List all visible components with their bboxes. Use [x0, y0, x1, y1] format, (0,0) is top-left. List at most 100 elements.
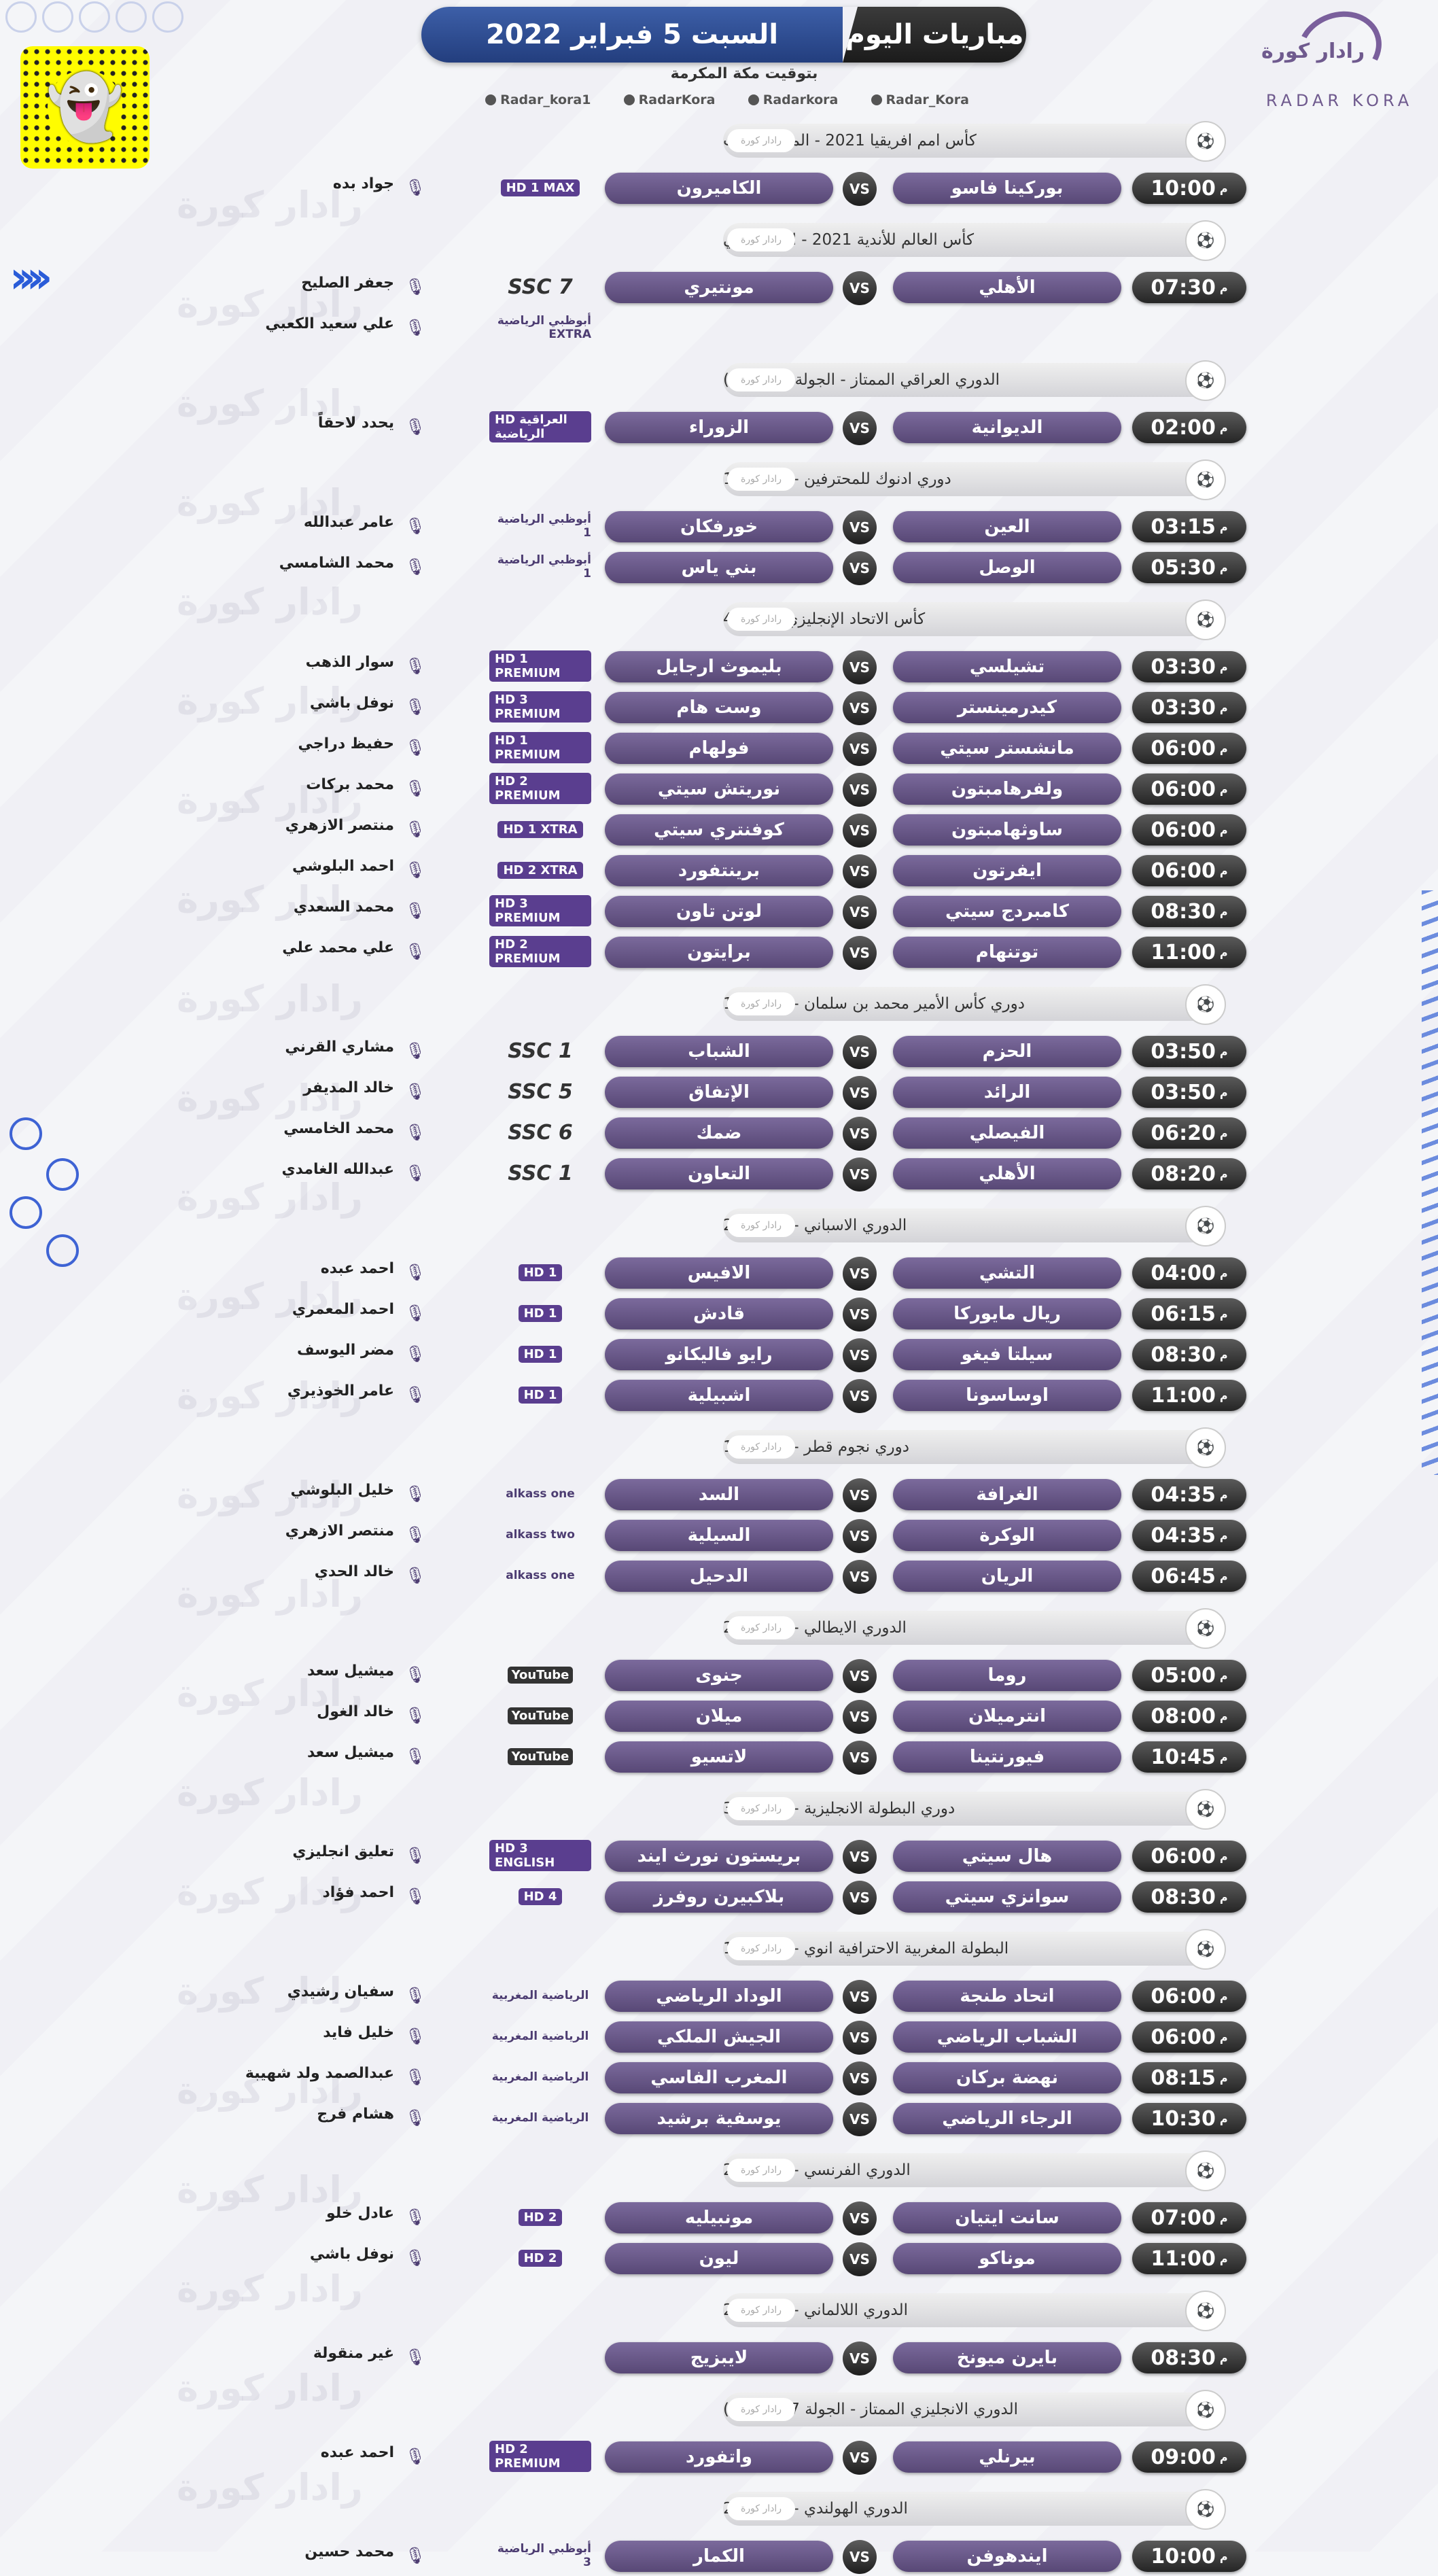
match-row: م 03:50 الحزم VS الشباب SSC 1 🎙 مشاري القرني: [0, 1030, 1438, 1071]
time-suffix: م: [1219, 1750, 1228, 1764]
league-logo-icon: ⚽: [1185, 2489, 1226, 2530]
match-row: م 06:20 الفيصلي VS ضمك SSC 6 🎙 محمد الخامسي: [0, 1112, 1438, 1153]
commentator-name: احمد عبده: [320, 1260, 394, 1277]
tiktok-icon: [623, 94, 635, 105]
match-row: م 04:00 التشي VS الافيس HD 1 🎙 احمد عبده: [0, 1252, 1438, 1293]
away-team: يوسفية برشيد: [605, 2103, 833, 2134]
commentator-name: محمد بركات: [306, 776, 394, 793]
time-value: 03:30: [1151, 655, 1216, 679]
vs-badge: VS: [843, 2102, 877, 2136]
vs-badge: VS: [843, 172, 877, 206]
kickoff-time: م 07:00: [1132, 2202, 1246, 2233]
league-logo-icon: ⚽: [1185, 360, 1226, 401]
instagram-handle[interactable]: Radarkora: [748, 92, 838, 107]
time-value: 03:50: [1151, 1039, 1216, 1064]
kickoff-time: م 04:00: [1132, 1257, 1246, 1289]
kickoff-time: م 03:30: [1132, 692, 1246, 723]
match-row: م 06:00 هال سيتي VS بريستون نورث ايند HD 3 EN…: [0, 1835, 1438, 1876]
commentator-name: احمد البلوشي: [292, 858, 394, 875]
match-row: م 06:00 ايفرتون VS برينتفورد HD 2 XTRA 🎙 احمد ا…: [0, 850, 1438, 890]
timezone-note: بتوقيت مكة المكرمة: [670, 65, 818, 82]
time-suffix: م: [1219, 1126, 1228, 1140]
channel-logo: أبوظبي الرياضية 3: [489, 2542, 591, 2569]
time-value: 10:45: [1151, 1745, 1216, 1769]
microphone-icon: 🎙: [405, 557, 426, 576]
away-team: وست هام: [605, 692, 833, 723]
microphone-icon: 🎙: [405, 820, 426, 839]
microphone-icon: 🎙: [405, 1665, 426, 1684]
commentator-name: غير منقولة: [313, 2345, 394, 2362]
tiktok-handle[interactable]: RadarKora: [623, 92, 716, 107]
microphone-icon: 🎙: [405, 2447, 426, 2466]
kickoff-time: م 11:00: [1132, 1380, 1246, 1411]
home-team: سوانزي سيتي: [893, 1881, 1121, 1913]
twitter-handle[interactable]: Radar_Kora: [871, 92, 969, 107]
microphone-icon: 🎙: [405, 697, 426, 716]
time-suffix: م: [1219, 782, 1228, 796]
commentator-name: خالد الحدي: [314, 1563, 394, 1580]
watermark-text: رادار كورة: [177, 779, 363, 822]
channel-logo: alkass one: [489, 1562, 591, 1589]
time-suffix: م: [1219, 905, 1228, 918]
time-suffix: م: [1219, 660, 1228, 674]
vs-badge: VS: [843, 732, 877, 766]
kickoff-time: م 11:00: [1132, 2243, 1246, 2274]
ssc-channel-logo: SSC 1: [508, 1161, 573, 1185]
match-row: م 11:00 موناكو VS ليون HD 2 🎙 نوفل باشي: [0, 2238, 1438, 2278]
away-team: مونبيليه: [605, 2202, 833, 2233]
instagram-icon: [748, 94, 759, 105]
watermark-text: رادار كورة: [177, 1672, 363, 1715]
telegram-handle[interactable]: Radar_kora1: [485, 92, 591, 107]
commentator-name: تعليق انجليزي: [292, 1843, 394, 1860]
watermark-pill: رادار كورة: [727, 368, 795, 391]
kickoff-time: م 08:30: [1132, 896, 1246, 927]
vs-badge: VS: [843, 895, 877, 929]
kickoff-time: م 06:00: [1132, 1981, 1246, 2012]
vs-badge: VS: [843, 1257, 877, 1291]
match-row: م 10:30 الرجاء الرياضي VS يوسفية برشيد الرياض…: [0, 2098, 1438, 2138]
time-value: 11:00: [1151, 940, 1216, 964]
commentator-name: خالد المديفر: [303, 1079, 394, 1096]
away-team: ضمك: [605, 1117, 833, 1149]
league-logo-icon: ⚽: [1185, 984, 1226, 1025]
kickoff-time: م 03:30: [1132, 651, 1246, 682]
kickoff-time: م 08:30: [1132, 1339, 1246, 1370]
match-row: م 04:35 الغرافة VS السد alkass one 🎙 خليل البلو…: [0, 1474, 1438, 1514]
tv-channel-logo: الرياضية المغربية: [491, 2111, 589, 2125]
time-suffix: م: [1219, 823, 1228, 837]
away-team: بني ياس: [605, 552, 833, 583]
watermark-pill: رادار كورة: [727, 992, 795, 1015]
commentator-name: محمد حسين: [304, 2543, 394, 2560]
channel-logo: HD 2 PREMIUM: [489, 2441, 591, 2472]
home-team: كيدرمينستر: [893, 692, 1121, 723]
tv-channel-logo: أبوظبي الرياضية EXTRA: [497, 314, 591, 341]
match-row: م 07:00 سانت ايتيان VS مونبيليه HD 2 🎙 عادل خلو: [0, 2197, 1438, 2238]
vs-badge: VS: [843, 271, 877, 305]
watermark-pill: رادار كورة: [727, 608, 795, 631]
vs-badge: VS: [843, 1840, 877, 1874]
commentator-name: ميشيل سعد: [306, 1663, 394, 1679]
microphone-icon: 🎙: [405, 1747, 426, 1766]
time-suffix: م: [1219, 2450, 1228, 2464]
tv-channel-logo: alkass two: [506, 1528, 575, 1542]
commentator-name: احمد المعمري: [292, 1301, 394, 1318]
commentator-name: محمد الشامسي: [279, 555, 394, 572]
kickoff-time: م 10:30: [1132, 2103, 1246, 2134]
watermark-pill: رادار كورة: [727, 228, 795, 251]
kickoff-time: م 11:00: [1132, 937, 1246, 968]
snapchat-code[interactable]: 👻: [20, 46, 150, 169]
away-team: ليون: [605, 2243, 833, 2274]
league-title-bar: رادار كورة الدوري العراقي الممتاز - الجول…: [723, 363, 1226, 397]
channel-logo: الرياضية المغربية: [489, 2104, 591, 2131]
bein-channel-logo: HD 3 ENGLISH: [489, 1840, 591, 1871]
kickoff-time: م 06:00: [1132, 855, 1246, 886]
time-suffix: م: [1219, 1989, 1228, 2003]
channel-logo: أبوظبي الرياضية 1: [489, 553, 591, 580]
away-team: برايتون: [605, 937, 833, 968]
commentator-name: جواد بده: [332, 175, 394, 192]
ssc-channel-logo: SSC 1: [508, 1039, 573, 1063]
match-row: م 08:15 نهضة بركان VS المغرب الفاسي الرياضية …: [0, 2057, 1438, 2098]
